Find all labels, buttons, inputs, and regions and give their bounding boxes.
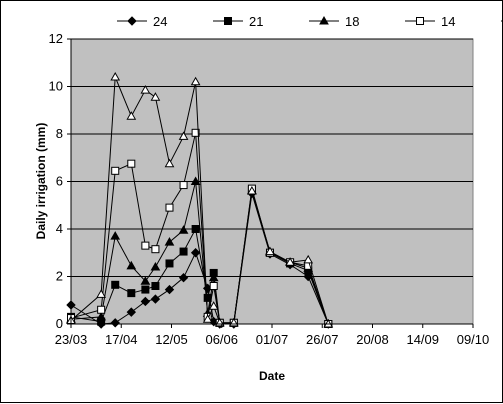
data-point-14 <box>209 282 218 290</box>
data-point-21 <box>151 282 160 290</box>
x-tick-label: 20/08 <box>356 332 389 347</box>
data-point-11 <box>140 85 151 94</box>
data-point-24 <box>164 284 175 295</box>
data-point-24 <box>110 318 120 328</box>
x-tick-label: 06/06 <box>205 332 238 347</box>
y-tick-label: 2 <box>56 269 63 284</box>
legend: 2421181411 <box>117 14 503 29</box>
legend-item-18: 18 <box>309 14 359 29</box>
x-tick-label: 14/09 <box>406 332 439 347</box>
data-point-24 <box>178 272 189 283</box>
data-point-21 <box>191 225 200 233</box>
legend-item-21: 21 <box>213 14 263 29</box>
data-point-11 <box>303 254 314 264</box>
legend-label: 21 <box>249 14 263 29</box>
legend-marker <box>127 16 137 26</box>
x-axis: 23/03 17/04 12/05 06/06 01/07 26/07 20/08 14/09… <box>55 323 490 347</box>
x-tick-label: 26/07 <box>306 332 339 347</box>
x-axis-title: Date <box>259 369 285 383</box>
data-point-18 <box>140 276 151 285</box>
data-point-18 <box>150 261 161 271</box>
legend-item-24: 24 <box>117 14 167 29</box>
y-tick-label: 4 <box>56 221 63 236</box>
legend-label: 18 <box>345 14 359 29</box>
data-point-14 <box>165 203 174 212</box>
data-point-11 <box>110 71 121 81</box>
legend-marker <box>319 15 329 25</box>
data-point-14 <box>179 181 188 190</box>
data-point-11 <box>265 246 275 256</box>
legend-label: 24 <box>153 14 167 29</box>
y-axis-title: Daily irrigation (mm) <box>34 123 48 240</box>
x-tick-label: 09/10 <box>457 332 490 347</box>
data-point-11 <box>202 314 213 323</box>
legend-item-14: 14 <box>405 14 455 29</box>
y-tick-label: 8 <box>56 126 63 141</box>
data-point-18 <box>96 311 107 321</box>
data-point-18 <box>178 225 189 234</box>
data-point-14 <box>141 241 150 250</box>
data-point-11 <box>208 301 219 310</box>
x-tick-label: 01/07 <box>256 332 289 347</box>
x-tick-label: 17/04 <box>105 332 138 347</box>
y-tick-label: 12 <box>49 31 63 46</box>
series-layer <box>66 71 334 329</box>
data-point-24 <box>126 307 137 317</box>
data-point-18 <box>126 260 137 270</box>
y-tick-label: 6 <box>56 174 63 189</box>
y-axis: 0 2 4 6 8 10 12 <box>49 31 72 331</box>
legend-marker <box>416 17 424 25</box>
data-point-18 <box>164 237 175 246</box>
data-point-24 <box>150 294 161 304</box>
data-point-24 <box>190 248 201 258</box>
data-point-18 <box>190 176 201 185</box>
data-point-21 <box>141 285 150 294</box>
legend-marker <box>224 17 232 25</box>
data-point-14 <box>151 245 160 254</box>
data-point-11 <box>190 76 201 86</box>
data-point-14 <box>111 166 120 175</box>
data-point-21 <box>179 247 188 256</box>
data-point-11 <box>178 131 189 140</box>
y-tick-label: 0 <box>56 316 63 331</box>
legend-label: 14 <box>441 14 455 29</box>
data-point-11 <box>96 289 107 298</box>
y-tick-label: 10 <box>49 79 63 94</box>
data-point-21 <box>111 280 120 289</box>
data-point-11 <box>150 92 161 101</box>
x-tick-label: 12/05 <box>155 332 188 347</box>
data-point-11 <box>285 257 295 266</box>
data-point-14 <box>191 128 200 137</box>
data-point-21 <box>165 259 174 268</box>
data-point-14 <box>97 305 106 314</box>
data-point-11 <box>126 111 137 120</box>
data-point-18 <box>208 272 219 282</box>
data-point-21 <box>127 289 136 298</box>
data-point-11 <box>247 185 257 195</box>
data-point-11 <box>164 158 175 168</box>
grid-lines <box>71 38 473 277</box>
data-point-24 <box>140 296 151 307</box>
data-point-14 <box>127 159 136 168</box>
x-tick-label: 23/03 <box>55 332 88 347</box>
data-point-18 <box>110 231 121 240</box>
